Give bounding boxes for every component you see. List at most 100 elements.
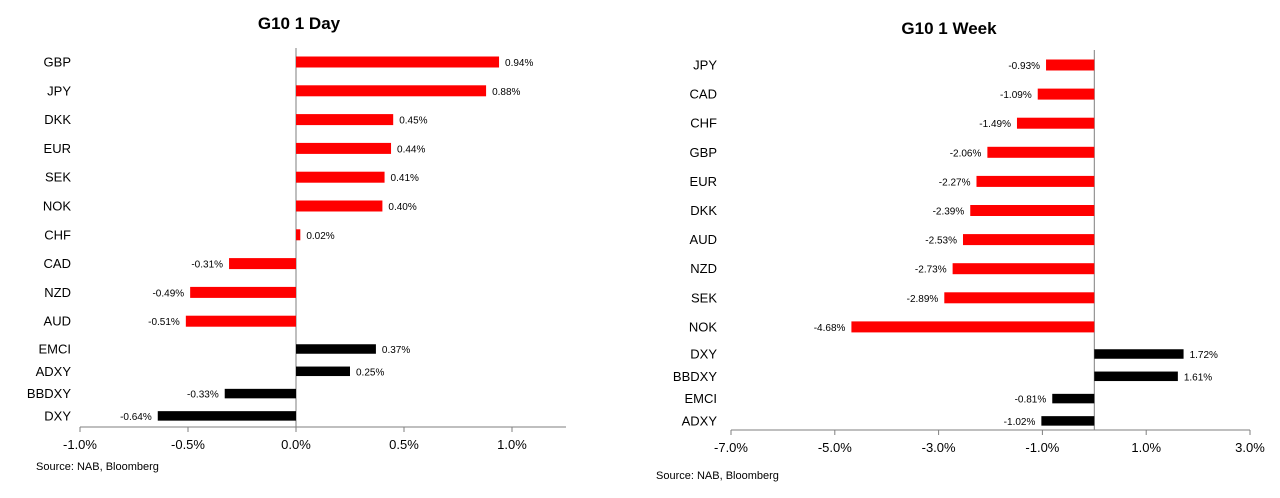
bar-nok — [851, 321, 1095, 333]
data-label: 0.41% — [391, 173, 419, 184]
chart-panel-1-day: G10 1 Day -1.0% -0.5% 0.0% 0.5% 1.0% GBP 0.94%… — [27, 14, 566, 473]
category-label: GBP — [44, 55, 71, 70]
chart-panel-1-week: G10 1 Week -7.0% -5.0% -3.0% -1.0% 1.0% 3.0% J… — [640, 0, 1280, 498]
category-label: CHF — [44, 227, 71, 242]
bar-dkk — [970, 205, 1095, 216]
category-label: AUD — [690, 232, 717, 247]
category-label: ADXY — [36, 364, 72, 379]
data-label: 0.45% — [399, 116, 427, 127]
data-label: -0.81% — [1015, 395, 1047, 406]
data-label: -0.64% — [120, 412, 152, 423]
source-note: Source: NAB, Bloomberg — [656, 470, 779, 482]
category-label: EUR — [44, 141, 71, 156]
category-label: DXY — [690, 347, 717, 362]
bar-dkk — [296, 114, 394, 126]
bar-aud — [185, 315, 296, 327]
data-label: 0.37% — [382, 345, 410, 356]
bar-jpy — [1046, 59, 1095, 71]
x-tick-label: 0.0% — [281, 437, 311, 452]
category-label: CAD — [44, 256, 71, 271]
data-label: -0.93% — [1008, 61, 1040, 72]
data-label: -2.89% — [907, 294, 939, 305]
category-label: EUR — [690, 174, 717, 189]
x-tick-label: -5.0% — [818, 440, 852, 455]
bar-jpy — [296, 85, 487, 97]
bar-cad — [1037, 88, 1095, 100]
chart-title: G10 1 Week — [901, 19, 997, 38]
category-label: CHF — [690, 116, 717, 131]
category-label: ADXY — [682, 413, 718, 428]
category-label: NZD — [690, 261, 717, 276]
bar-nok — [296, 200, 383, 212]
bar-sek — [944, 292, 1095, 304]
data-label: 0.94% — [505, 58, 533, 69]
data-label: -1.09% — [1000, 90, 1032, 101]
data-label: -0.49% — [152, 288, 184, 299]
category-label: DKK — [44, 112, 71, 127]
category-label: SEK — [691, 290, 717, 305]
x-tick-label: -7.0% — [714, 440, 748, 455]
bar-chf — [1016, 117, 1095, 129]
bar-chf — [296, 229, 301, 241]
x-tick-label: -1.0% — [63, 437, 97, 452]
x-tick-label: -0.5% — [171, 437, 205, 452]
category-label: NOK — [689, 319, 718, 334]
data-label: -2.73% — [915, 265, 947, 276]
x-tick-label: 3.0% — [1235, 440, 1265, 455]
bar-gbp — [987, 146, 1095, 158]
bar-chart-1-week: -7.0% -5.0% -3.0% -1.0% 1.0% 3.0% JPY -0.93% CAD… — [673, 50, 1265, 455]
category-label: NZD — [44, 285, 71, 300]
category-label: GBP — [690, 145, 717, 160]
bar-aud — [962, 234, 1095, 246]
data-label: -0.51% — [148, 317, 180, 328]
bar-emci — [296, 344, 376, 354]
data-label: -1.49% — [979, 119, 1011, 130]
data-label: -0.31% — [191, 260, 223, 271]
category-label: CAD — [690, 87, 717, 102]
x-tick-label: 1.0% — [1131, 440, 1161, 455]
bar-bbdxy — [1094, 371, 1178, 382]
bar-bbdxy — [224, 388, 296, 399]
data-label: 0.02% — [306, 231, 334, 242]
data-label: -2.06% — [950, 148, 982, 159]
x-tick-label: -3.0% — [922, 440, 956, 455]
category-label: JPY — [47, 83, 71, 98]
bar-emci — [1052, 393, 1095, 404]
chart-title: G10 1 Day — [257, 14, 341, 33]
data-label: -2.27% — [939, 177, 971, 188]
bar-cad — [229, 258, 296, 270]
bar-eur — [296, 142, 392, 154]
data-label: 1.72% — [1190, 350, 1218, 361]
data-label: -0.33% — [187, 390, 219, 401]
bar-adxy — [296, 366, 350, 377]
data-label: 0.88% — [492, 87, 520, 98]
category-label: EMCI — [685, 391, 718, 406]
category-label: JPY — [693, 58, 717, 73]
x-tick-label: -1.0% — [1025, 440, 1059, 455]
category-label: SEK — [45, 170, 71, 185]
data-label: 1.61% — [1184, 372, 1212, 383]
bar-chart-1-day: -1.0% -0.5% 0.0% 0.5% 1.0% GBP 0.94% JPY 0.88% DK… — [27, 48, 566, 452]
data-label: 0.25% — [356, 367, 384, 378]
bar-nzd — [952, 263, 1095, 275]
source-note: Source: NAB, Bloomberg — [36, 461, 159, 473]
category-label: AUD — [44, 314, 71, 329]
bar-sek — [296, 171, 385, 183]
category-label: BBDXY — [673, 369, 717, 384]
bar-dxy — [157, 411, 296, 421]
data-label: -2.53% — [925, 236, 957, 247]
bar-nzd — [190, 286, 296, 298]
bar-adxy — [1041, 416, 1095, 426]
data-label: -2.39% — [933, 207, 965, 218]
data-label: 0.44% — [397, 144, 425, 155]
x-tick-label: 0.5% — [389, 437, 419, 452]
bar-eur — [976, 175, 1095, 187]
bar-gbp — [296, 56, 500, 68]
category-label: BBDXY — [27, 386, 71, 401]
data-label: -4.68% — [814, 323, 846, 334]
bar-dxy — [1094, 349, 1184, 359]
category-label: DXY — [44, 408, 71, 423]
category-label: EMCI — [39, 342, 72, 357]
data-label: -1.02% — [1004, 417, 1036, 428]
category-label: DKK — [690, 203, 717, 218]
